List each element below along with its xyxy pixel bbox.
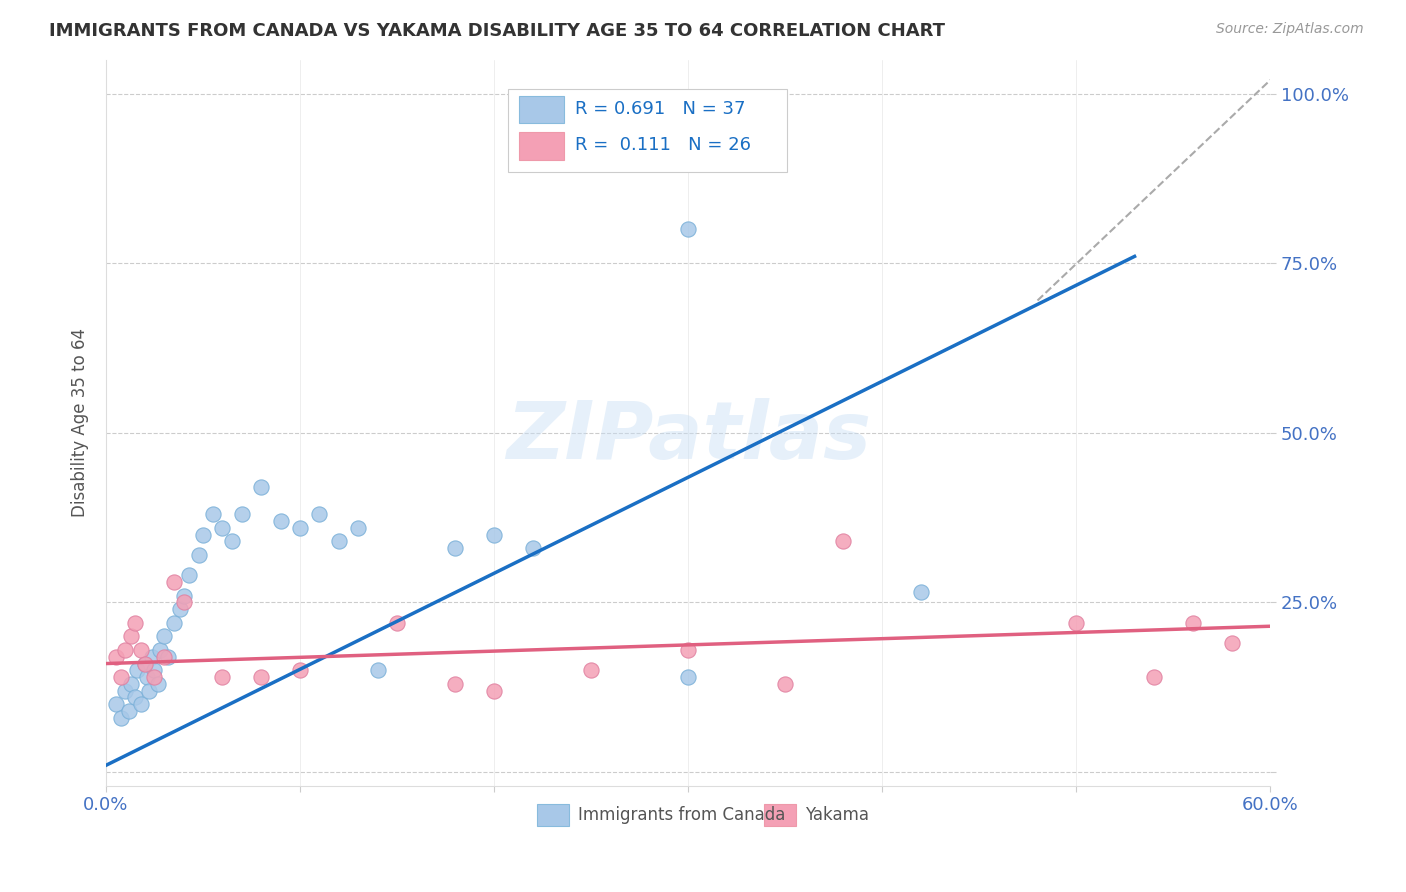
Bar (763, 804, 796, 826)
Point (179, 568, 201, 582)
Point (188, 548, 211, 562)
Point (173, 589, 195, 603)
Point (288, 664, 311, 678)
Point (134, 657, 156, 671)
Point (104, 649, 127, 664)
Point (482, 527, 505, 541)
Point (832, 534, 855, 549)
Point (124, 615, 146, 630)
Point (156, 649, 179, 664)
Point (163, 575, 186, 590)
Text: Source: ZipAtlas.com: Source: ZipAtlas.com (1216, 22, 1364, 37)
Point (129, 698, 152, 712)
Point (522, 541, 544, 556)
Bar (519, 132, 564, 160)
Point (153, 629, 176, 643)
Point (910, 585, 932, 599)
Point (221, 534, 243, 549)
Point (1143, 670, 1166, 684)
Point (110, 670, 132, 684)
Point (125, 664, 148, 678)
Point (148, 677, 170, 691)
Point (118, 704, 141, 718)
Point (367, 664, 389, 678)
Point (191, 527, 214, 541)
Point (308, 508, 330, 522)
Text: R =  0.111   N = 26: R = 0.111 N = 26 (575, 136, 751, 154)
Point (129, 643, 152, 657)
Point (773, 677, 796, 691)
Text: Immigrants from Canada: Immigrants from Canada (578, 805, 785, 823)
Point (328, 534, 350, 549)
Point (482, 683, 505, 698)
Point (676, 643, 699, 657)
Point (211, 670, 233, 684)
Text: ZIPatlas: ZIPatlas (506, 398, 870, 476)
Point (110, 711, 132, 725)
Point (211, 521, 233, 535)
Point (124, 690, 146, 705)
Text: Yakama: Yakama (804, 805, 869, 823)
Point (120, 677, 142, 691)
Point (141, 649, 163, 664)
Point (153, 649, 176, 664)
Y-axis label: Disability Age 35 to 64: Disability Age 35 to 64 (72, 328, 89, 517)
Point (444, 541, 467, 556)
Point (270, 514, 292, 528)
Point (138, 683, 160, 698)
Point (385, 615, 408, 630)
Point (676, 670, 699, 684)
Point (120, 629, 142, 643)
Point (579, 664, 602, 678)
Point (143, 664, 166, 678)
Point (676, 222, 699, 236)
Point (134, 657, 156, 671)
Point (1066, 615, 1088, 630)
Point (250, 480, 273, 494)
Point (444, 677, 467, 691)
Point (173, 595, 195, 609)
FancyBboxPatch shape (508, 88, 787, 172)
Point (143, 670, 166, 684)
Bar (537, 804, 569, 826)
Bar (519, 96, 564, 123)
Point (149, 643, 172, 657)
Point (163, 615, 186, 630)
Point (231, 508, 253, 522)
Point (288, 521, 311, 535)
Point (1220, 636, 1243, 650)
Point (169, 602, 191, 616)
Point (114, 683, 136, 698)
Point (135, 670, 157, 684)
Text: IMMIGRANTS FROM CANADA VS YAKAMA DISABILITY AGE 35 TO 64 CORRELATION CHART: IMMIGRANTS FROM CANADA VS YAKAMA DISABIL… (49, 22, 945, 40)
Point (114, 643, 136, 657)
Point (104, 698, 127, 712)
Point (1181, 615, 1204, 630)
Text: R = 0.691   N = 37: R = 0.691 N = 37 (575, 100, 745, 118)
Point (250, 670, 273, 684)
Point (201, 508, 224, 522)
Point (347, 521, 370, 535)
